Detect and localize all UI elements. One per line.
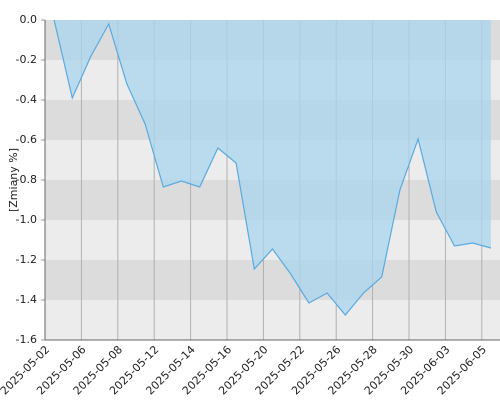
y-tick-label: 0.0 [20,13,38,26]
band [45,260,500,300]
area [54,20,491,315]
y-tick-label: -1.0 [16,213,37,226]
line [53,19,492,316]
y-tick-label: -1.4 [16,293,37,306]
y-tick-label: -1.2 [16,253,37,266]
y-tick-label: -0.8 [16,173,37,186]
y-tick-label: -0.2 [16,53,37,66]
y-axis-label: [Zmiany %] [7,148,20,212]
y-tick-label: -0.6 [16,133,37,146]
y-tick-label: -0.4 [16,93,37,106]
y-tick-label: -1.6 [16,333,37,346]
band [45,300,500,340]
